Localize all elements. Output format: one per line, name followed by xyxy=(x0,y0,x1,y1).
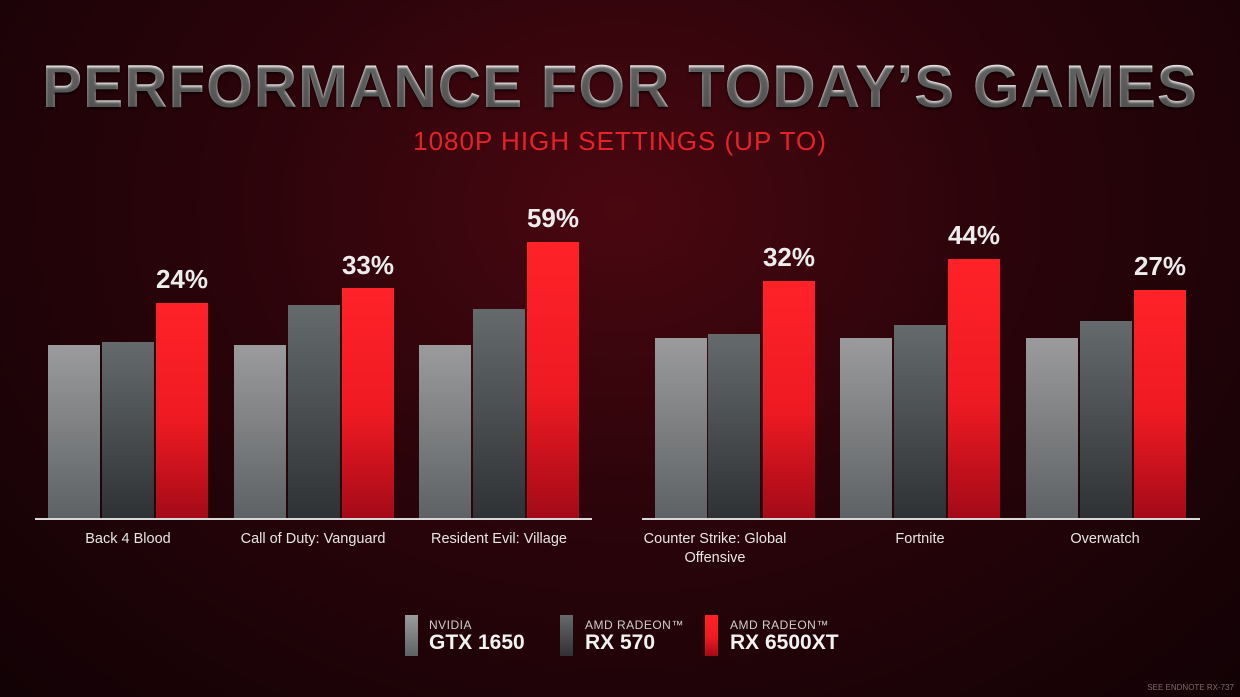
pct-label-overwatch: 27% xyxy=(1133,251,1187,281)
legend-swatch-rx6500xt xyxy=(705,615,718,656)
bar-rx570-csgo xyxy=(708,334,760,518)
bar-gtx1650-cod xyxy=(234,345,286,518)
x-axis-left xyxy=(35,518,592,520)
bar-rx6500xt-cod xyxy=(342,288,394,518)
page-subtitle: 1080P HIGH SETTINGS (UP TO) xyxy=(413,126,827,156)
legend-vendor: AMD RADEON™ xyxy=(585,618,684,632)
bar-gtx1650-re-village xyxy=(419,345,471,518)
pct-label-re-village: 59% xyxy=(526,203,580,233)
bar-rx6500xt-back4blood xyxy=(156,303,208,518)
legend-swatch-gtx1650 xyxy=(405,615,418,656)
bar-gtx1650-overwatch xyxy=(1026,338,1078,518)
bar-gtx1650-fortnite xyxy=(840,338,892,518)
page-title: PERFORMANCE FOR TODAY’S GAMES xyxy=(0,52,1240,121)
category-label-cod: Call of Duty: Vanguard xyxy=(240,531,386,547)
bar-rx570-fortnite xyxy=(894,325,946,518)
category-label-back4blood: Back 4 Blood xyxy=(85,531,171,547)
category-label-re-village: Resident Evil: Village xyxy=(431,531,567,547)
bar-rx570-re-village xyxy=(473,309,525,518)
bar-gtx1650-csgo xyxy=(655,338,707,518)
legend-swatch-rx570 xyxy=(560,615,573,656)
pct-label-back4blood: 24% xyxy=(155,264,209,294)
legend-vendor: AMD RADEON™ xyxy=(730,618,829,632)
pct-label-cod: 33% xyxy=(341,250,395,280)
legend-model: RX 6500XT xyxy=(730,631,839,654)
bar-gtx1650-back4blood xyxy=(48,345,100,518)
endnote: SEE ENDNOTE RX-737 xyxy=(1147,683,1234,692)
bar-rx570-overwatch xyxy=(1080,321,1132,518)
bar-rx570-cod xyxy=(288,305,340,518)
legend-vendor: NVIDIA xyxy=(429,618,473,632)
bar-rx6500xt-re-village xyxy=(527,242,579,518)
legend-model: RX 570 xyxy=(585,631,656,654)
bar-rx6500xt-csgo xyxy=(763,281,815,518)
legend-model: GTX 1650 xyxy=(429,631,525,654)
bar-rx570-back4blood xyxy=(102,342,154,518)
bar-rx6500xt-fortnite xyxy=(948,259,1000,518)
pct-label-fortnite: 44% xyxy=(947,220,1001,250)
category-label-fortnite: Fortnite xyxy=(895,531,945,547)
bar-rx6500xt-overwatch xyxy=(1134,290,1186,518)
x-axis-right xyxy=(642,518,1200,520)
category-label-overwatch: Overwatch xyxy=(1070,531,1140,547)
category-label-csgo: Counter Strike: Global Offensive xyxy=(643,531,787,566)
pct-label-csgo: 32% xyxy=(762,242,816,272)
